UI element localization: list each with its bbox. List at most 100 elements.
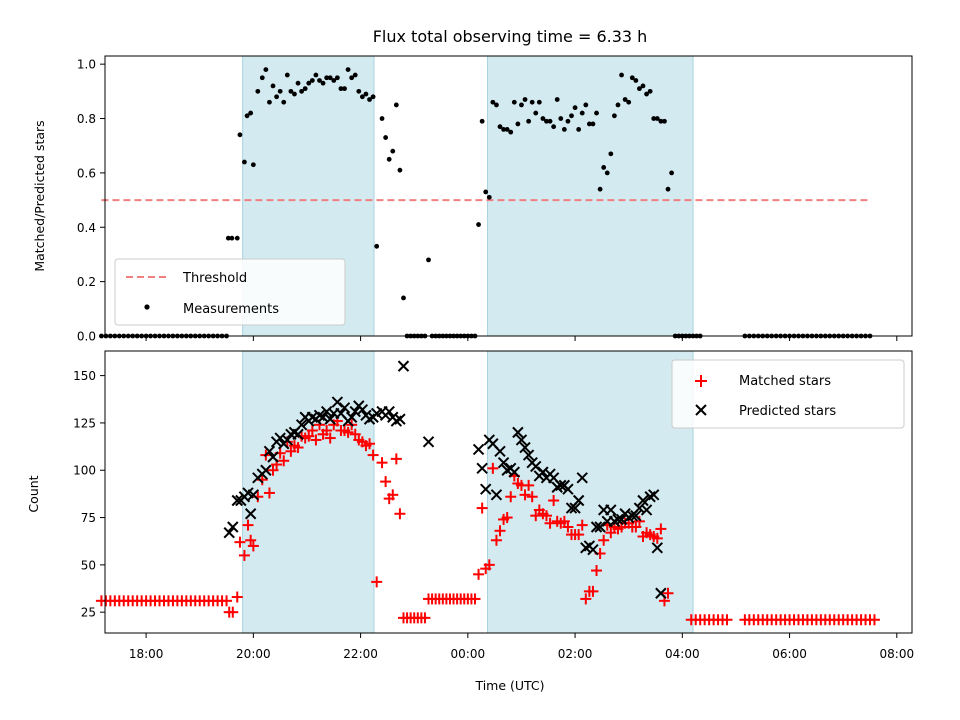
measurement-point [374,243,380,249]
measurement-point [299,88,305,94]
matched-point [721,614,733,626]
y-tick-label: 0.2 [77,275,96,289]
matched-point [342,426,354,438]
measurement-point [356,88,362,94]
measurement-point [281,99,287,105]
measurement-point [397,167,403,173]
matched-point [310,434,322,446]
legend-predicted-swatch [695,404,707,416]
predicted-point [576,472,588,484]
measurement-point [612,113,617,119]
matched-point [242,519,254,531]
predicted-point [515,434,528,446]
measurement-point [504,126,510,132]
predicted-point [530,460,542,473]
measurement-point [654,116,660,121]
measurement-point [490,99,496,105]
measurement-point [259,75,265,81]
measurement-point [586,121,592,127]
matched-point [562,521,574,533]
measurement-point [533,110,539,116]
legend-threshold-label: Threshold [182,271,247,286]
x-tick-label: 18:00 [129,647,164,661]
predicted-point [476,462,488,475]
measurement-point [651,116,657,121]
y-tick-label: 0.4 [77,221,96,235]
measurement-point [342,86,347,92]
measurement-point [263,67,269,72]
measurement-point [338,86,344,92]
legend-matched-swatch [695,375,707,387]
matched-point [651,532,663,544]
measurement-point [511,99,517,105]
measurement-point [519,102,524,108]
matched-point [238,549,250,561]
measurement-point [658,118,664,124]
ratio-x-ticks [145,336,898,341]
matched-point [227,606,239,618]
legend-predicted-label: Predicted stars [739,404,836,419]
y-tick-label: 1.0 [77,58,96,72]
matched-point [605,527,617,539]
measurement-point [597,186,603,192]
counts-axes-frame [104,350,913,634]
measurement-point [367,97,372,102]
measurement-point [544,118,549,124]
measurement-point [633,78,639,83]
measurement-point [590,121,596,127]
matched-point [306,424,318,436]
matched-point [349,428,361,440]
measurement-point [476,222,481,227]
ratio-panel: 0.0 0.2 0.4 0.6 0.8 1.0 Matched/Predicted sta… [32,55,913,344]
matched-point [371,576,383,588]
x-tick-label: 04:00 [665,647,700,661]
measurement-point [508,129,514,135]
predicted-point [422,436,435,448]
measurement-point [565,118,571,124]
y-tick-label: 25 [81,606,96,620]
measurement-point [576,126,582,132]
measurement-point [536,99,542,105]
matched-point [501,512,513,524]
matched-point [267,464,279,476]
matched-point [476,502,488,514]
measurement-point [352,72,358,78]
matched-stars-series [95,415,880,626]
measurement-point [626,99,632,105]
measurement-point [637,86,642,92]
measurement-point [250,162,256,168]
predicted-point [295,419,308,431]
measurement-point [529,99,535,105]
measurement-point [309,78,315,83]
measurement-point [547,118,553,124]
measurement-point [349,75,355,81]
measurement-point [363,91,369,97]
y-tick-label: 0.6 [77,166,96,180]
measurement-point [662,118,667,124]
matched-point [490,534,502,546]
measurement-point [558,116,564,121]
measurement-point [522,97,528,102]
predicted-point [587,544,599,556]
measurement-point [640,83,646,89]
measurement-point [629,75,635,81]
predicted-stars-series [223,360,667,599]
matched-point [487,462,499,474]
measurement-point [572,105,578,111]
measurement-point [601,165,607,170]
predicted-point [260,464,272,476]
matched-point [526,491,538,503]
measurement-point [486,194,492,200]
matched-point [419,612,431,624]
counts-panel: 25 50 75 100 125 150 18:00 20:00 22:00 00:00 02:0… [26,350,914,693]
ratio-y-label: Matched/Predicted stars [32,120,47,271]
matched-point [324,432,336,444]
measurement-point [255,88,261,94]
predicted-point [512,426,524,439]
predicted-point [651,542,664,554]
measurement-point [393,102,399,108]
matched-point [376,457,388,469]
matched-point [576,519,588,531]
matched-point [387,489,399,501]
measurement-point [248,110,254,116]
